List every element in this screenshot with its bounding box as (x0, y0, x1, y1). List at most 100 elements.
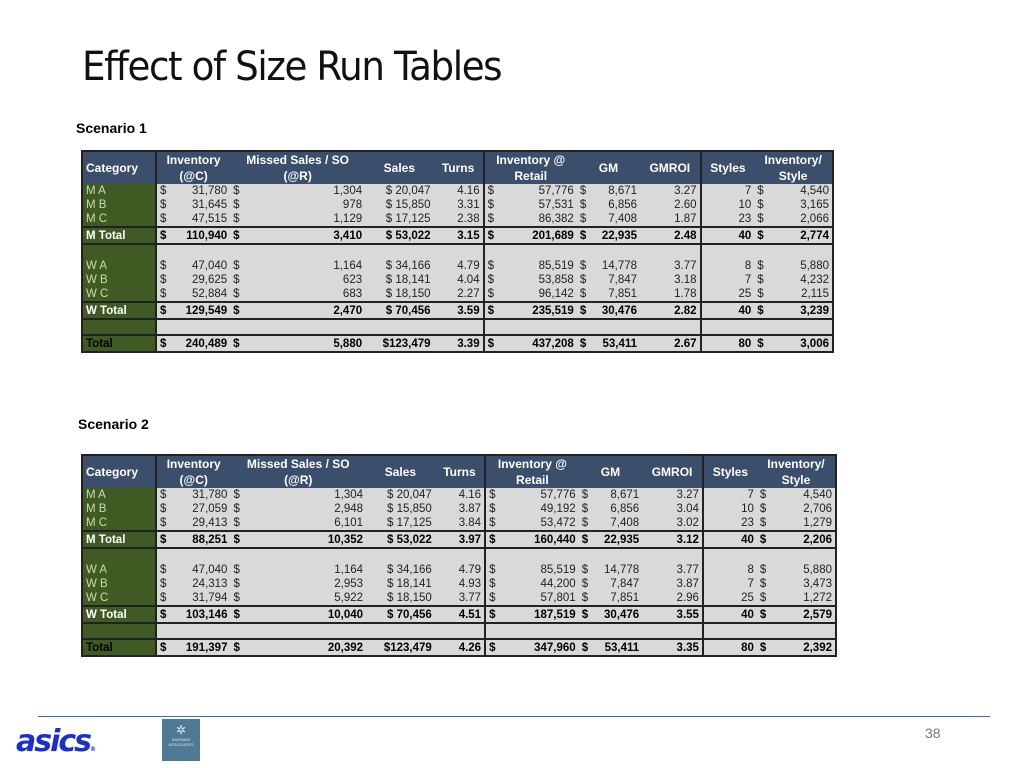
currency-symbol: $ (756, 638, 768, 656)
table-row-wtotal: W Total $103,146 $10,040 $ 70,456 4.51 $187,5… (82, 605, 836, 624)
inventory-cost-cell: 31,794 (168, 591, 231, 606)
gmroi-cell: 2.96 (642, 591, 703, 606)
col-inventory-retail: Inventory @ Retail (484, 455, 579, 488)
currency-symbol: $ (156, 334, 168, 352)
gm-cell: 8,671 (589, 488, 643, 502)
missed-sales-cell: 6,101 (241, 516, 367, 531)
table-row-mc: M C $29,413 $6,101 $ 17,125 3.84 $53,472 $7,40… (82, 516, 836, 531)
currency-symbol: $ (156, 502, 168, 516)
currency-symbol: $ (578, 502, 590, 516)
gm-cell: 30,476 (589, 605, 643, 624)
gm-cell: 14,778 (587, 259, 641, 273)
styles-cell: 40 (701, 605, 757, 624)
gmroi-cell: 2.48 (640, 226, 701, 245)
sales-cell: $ 17,125 (366, 516, 435, 531)
gmroi-cell: 2.60 (640, 198, 701, 212)
currency-symbol: $ (576, 198, 588, 212)
table-row-ma: M A $31,780 $1,304 $ 20,047 4.16 $57,776 $8,67… (82, 488, 836, 502)
missed-sales-cell: 1,164 (241, 259, 366, 273)
gmroi-cell: 3.04 (642, 502, 703, 516)
col-turns: Turns (434, 455, 486, 488)
missed-sales-cell: 5,880 (241, 334, 366, 352)
currency-symbol: $ (156, 577, 168, 591)
category-cell: W C (82, 591, 157, 606)
sales-cell: $ 53,022 (365, 226, 434, 245)
inventory-style-cell: 2,706 (767, 502, 836, 516)
currency-symbol: $ (484, 563, 498, 577)
currency-symbol: $ (578, 530, 590, 549)
currency-symbol: $ (576, 273, 588, 287)
inventory-retail-cell: 53,472 (497, 516, 579, 531)
sales-cell: $ 18,141 (365, 273, 434, 287)
currency-symbol: $ (578, 563, 590, 577)
table-row-ma: M A $31,780 $1,304 $ 20,047 4.16 $57,776 $8,67… (82, 184, 833, 198)
currency-symbol: $ (484, 516, 498, 531)
inventory-retail-cell: 85,519 (495, 259, 577, 273)
missed-sales-cell: 1,304 (241, 488, 367, 502)
styles-cell: 7 (699, 184, 755, 198)
table-header-row: Category Inventory (@C) Missed Sales / SO… (82, 455, 836, 488)
missed-sales-cell: 623 (241, 273, 366, 287)
col-inventory-cost: Inventory (@C) (156, 455, 231, 488)
category-cell (82, 548, 157, 563)
currency-symbol: $ (576, 259, 588, 273)
currency-symbol: $ (156, 273, 168, 287)
gm-cell: 30,476 (587, 301, 641, 320)
col-styles: Styles (701, 455, 757, 488)
table-row-wa: W A $47,040 $1,164 $ 34,166 4.79 $85,519 $14,7… (82, 563, 836, 577)
turns-cell: 4.26 (434, 638, 486, 656)
turns-cell: 3.77 (434, 591, 486, 606)
inventory-retail-cell: 437,208 (495, 334, 577, 352)
inventory-style-cell: 1,272 (767, 591, 836, 606)
currency-symbol: $ (576, 334, 588, 352)
styles-cell: 10 (699, 198, 755, 212)
gmroi-cell: 3.35 (642, 638, 703, 656)
turns-cell: 3.31 (433, 198, 484, 212)
currency-symbol: $ (484, 488, 498, 502)
inventory-cost-cell: 103,146 (168, 605, 231, 624)
table-row-wc: W C $52,884 $683 $ 18,150 2.27 $96,142 $7,851 1… (82, 287, 833, 302)
scenario-2-label: Scenario 2 (78, 416, 149, 432)
currency-symbol: $ (482, 226, 496, 245)
currency-symbol: $ (230, 273, 242, 287)
gm-cell: 7,408 (589, 516, 643, 531)
inventory-style-cell: 3,239 (765, 301, 833, 320)
missed-sales-cell: 20,392 (241, 638, 367, 656)
col-gmroi: GMROI (642, 455, 703, 488)
currency-symbol: $ (754, 259, 766, 273)
sales-cell: $123,479 (365, 334, 434, 352)
gmroi-cell: 1.87 (640, 212, 701, 227)
table-row-wtotal: W Total $129,549 $2,470 $ 70,456 3.59 $235,51… (82, 301, 833, 320)
col-missed-sales: Missed Sales / SO (@R) (230, 151, 366, 184)
missed-sales-cell: 3,410 (241, 226, 366, 245)
spacer-row (82, 319, 833, 335)
currency-symbol: $ (754, 273, 766, 287)
currency-symbol: $ (578, 488, 590, 502)
currency-symbol: $ (576, 301, 588, 320)
table-row-mb: M B $31,645 $978 $ 15,850 3.31 $57,531 $6,856 2… (82, 198, 833, 212)
currency-symbol: $ (230, 638, 242, 656)
inventory-cost-cell: 52,884 (168, 287, 231, 302)
gm-cell: 7,408 (587, 212, 641, 227)
category-cell: M Total (82, 530, 157, 549)
currency-symbol: $ (754, 212, 766, 227)
gm-cell: 53,411 (587, 334, 641, 352)
category-cell: M C (82, 212, 157, 227)
currency-symbol: $ (756, 591, 768, 606)
styles-cell: 80 (701, 638, 757, 656)
inventory-retail-cell: 57,776 (495, 184, 577, 198)
currency-symbol: $ (482, 301, 496, 320)
currency-symbol: $ (754, 226, 766, 245)
missed-sales-cell: 2,953 (241, 577, 367, 591)
currency-symbol: $ (484, 638, 498, 656)
category-cell: W Total (82, 301, 157, 320)
inventory-style-cell: 2,392 (767, 638, 836, 656)
category-cell: W B (82, 577, 157, 591)
currency-symbol: $ (484, 605, 498, 624)
missed-sales-cell: 2,470 (241, 301, 366, 320)
currency-symbol: $ (756, 563, 768, 577)
category-cell (82, 319, 157, 335)
table-row-wa: W A $47,040 $1,164 $ 34,166 4.79 $85,519 $14,7… (82, 259, 833, 273)
currency-symbol: $ (578, 577, 590, 591)
table-header-row: Category Inventory (@C) Missed Sales / SO… (82, 151, 833, 184)
